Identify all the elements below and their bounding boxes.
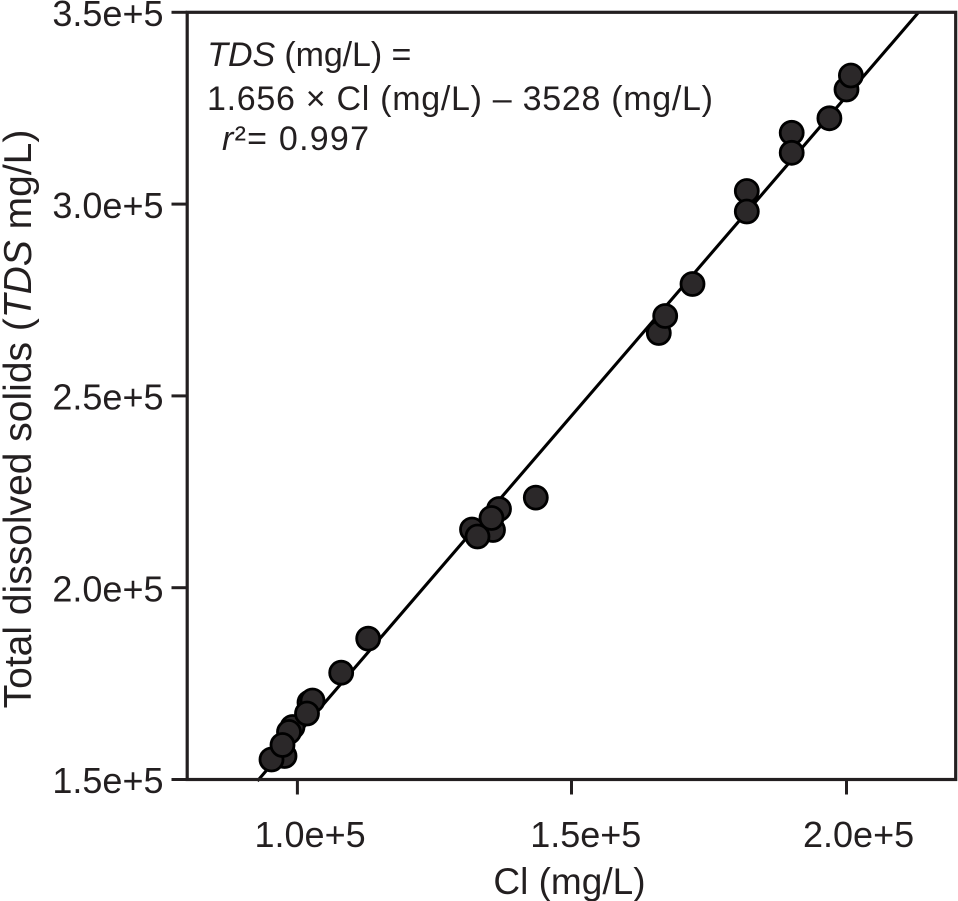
svg-text:1.5e+5: 1.5e+5 xyxy=(530,814,641,855)
svg-text:Total dissolved solids (TDS mg: Total dissolved solids (TDS mg/L) xyxy=(0,130,40,709)
svg-text:TDS (mg/L) =: TDS (mg/L) = xyxy=(207,36,411,74)
svg-text:Cl (mg/L): Cl (mg/L) xyxy=(493,861,645,901)
svg-text:2.0e+5: 2.0e+5 xyxy=(52,568,163,609)
svg-text:r²= 0.997: r²= 0.997 xyxy=(222,120,369,158)
svg-text:1.5e+5: 1.5e+5 xyxy=(52,760,163,801)
svg-text:3.0e+5: 3.0e+5 xyxy=(52,185,163,226)
svg-text:3.5e+5: 3.5e+5 xyxy=(52,0,163,34)
svg-text:1.656 × Cl (mg/L) – 3528 (mg/L: 1.656 × Cl (mg/L) – 3528 (mg/L) xyxy=(207,80,713,118)
svg-text:2.5e+5: 2.5e+5 xyxy=(52,377,163,418)
svg-text:2.0e+5: 2.0e+5 xyxy=(803,814,914,855)
svg-text:1.0e+5: 1.0e+5 xyxy=(255,814,366,855)
